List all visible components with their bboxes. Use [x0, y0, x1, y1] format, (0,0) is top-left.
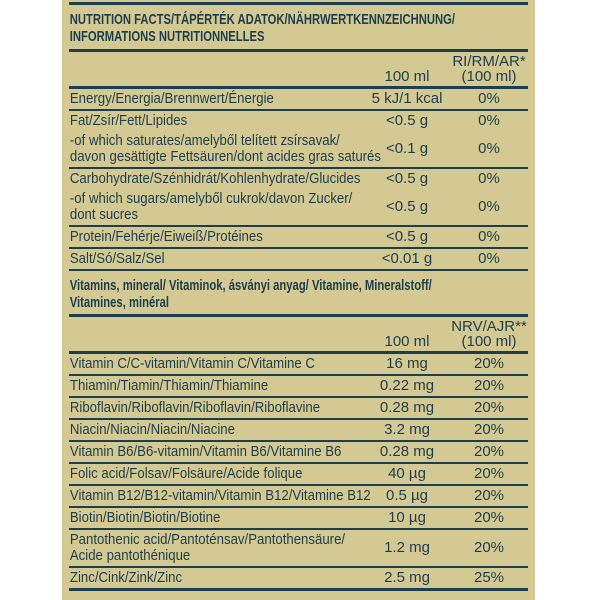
- table-row: Riboflavin/Riboflavin/Riboflavin/Ribofla…: [69, 398, 528, 420]
- vitamins-table: Vitamin C/C-vitamin/Vitamin C/Vitamine C…: [69, 354, 528, 591]
- row-name: Energy/Energia/Brennwert/Énergie: [69, 90, 274, 107]
- table-row: Zinc/Cink/Zink/Zinc 2.5 mg 25%: [69, 568, 528, 591]
- table-row: Thiamin/Tiamin/Thiamin/Thiamine 0.22 mg …: [69, 376, 528, 398]
- table-row: Pantothenic acid/Pantoténsav/Pantothensä…: [69, 530, 528, 568]
- row-name: Biotin/Biotin/Biotin/Biotine: [69, 509, 221, 526]
- row-amount: <0.5 g: [385, 112, 429, 129]
- column-header-reference: RI/RM/AR* (100 ml): [452, 53, 526, 85]
- row-amount: 2.5 mg: [384, 569, 430, 586]
- table-row: -of which saturates/amelyből telített zs…: [69, 131, 528, 169]
- table-row: Vitamin B12/B12-vitamin/Vitamin B12/Vita…: [69, 486, 528, 508]
- row-name: Salt/Só/Salz/Sel: [69, 250, 165, 267]
- row-reference: 20%: [473, 421, 505, 438]
- main-table: Energy/Energia/Brennwert/Énergie 5 kJ/1 …: [69, 89, 528, 271]
- row-name: Vitamin B12/B12-vitamin/Vitamin B12/Vita…: [69, 487, 371, 504]
- table-row: Energy/Energia/Brennwert/Énergie 5 kJ/1 …: [69, 89, 528, 111]
- row-amount: 0.28 mg: [379, 399, 435, 416]
- row-name: Pantothenic acid/Pantoténsav/Pantothensä…: [69, 531, 346, 564]
- row-name: Protein/Fehérje/Eiweiß/Protéines: [69, 228, 263, 245]
- table-row: Salt/Só/Salz/Sel <0.01 g 0%: [69, 249, 528, 271]
- row-amount: 10 µg: [388, 509, 426, 526]
- nutrition-label: NUTRITION FACTS/TÁPÉRTÉK ADATOK/NÄHRWERT…: [62, 0, 535, 600]
- row-amount: 0.28 mg: [379, 443, 435, 460]
- row-name: Fat/Zsír/Fett/Lipides: [69, 112, 188, 129]
- table-row: Protein/Fehérje/Eiweiß/Protéines <0.5 g …: [69, 227, 528, 249]
- row-amount: <0.01 g: [381, 250, 433, 267]
- vitamins-heading-rule: [69, 314, 528, 317]
- column-header-amount: 100 ml: [384, 333, 430, 350]
- row-name: Niacin/Niacin/Niacin/Niacine: [69, 421, 235, 438]
- vitamins-section-heading: Vitamins, mineral/ Vitaminok, ásványi an…: [69, 277, 432, 311]
- table-row: Vitamin B6/B6-vitamin/Vitamin B6/Vitamin…: [69, 442, 528, 464]
- table-row: -of which sugars/amelyből cukrok/davon Z…: [69, 189, 528, 227]
- row-reference: 0%: [478, 90, 500, 107]
- row-reference: 20%: [473, 465, 505, 482]
- main-table-column-headers: 100 ml RI/RM/AR* (100 ml): [69, 52, 528, 86]
- title-rule: [69, 49, 528, 52]
- row-name: -of which saturates/amelyből telített zs…: [69, 132, 382, 165]
- row-name: Folic acid/Folsav/Folsäure/Acide folique: [69, 465, 303, 482]
- row-reference: 0%: [478, 228, 500, 245]
- vitamins-column-headers: 100 ml NRV/AJR** (100 ml): [69, 317, 528, 351]
- row-reference: 0%: [478, 170, 500, 187]
- row-amount: 0.5 µg: [385, 487, 428, 504]
- row-name: Carbohydrate/Szénhidrát/Kohlenhydrate/Gl…: [69, 170, 361, 187]
- table-row: Fat/Zsír/Fett/Lipides <0.5 g 0%: [69, 111, 528, 131]
- main-header-rule: [69, 86, 528, 89]
- row-name: Riboflavin/Riboflavin/Riboflavin/Ribofla…: [69, 399, 321, 416]
- row-amount: 0.22 mg: [379, 377, 435, 394]
- row-reference: 20%: [473, 487, 505, 504]
- row-reference: 0%: [478, 250, 500, 267]
- vitamins-header-rule: [69, 351, 528, 354]
- column-header-amount: 100 ml: [384, 68, 430, 85]
- row-amount: <0.5 g: [385, 228, 429, 245]
- row-amount: 16 mg: [386, 355, 428, 372]
- row-name: Zinc/Cink/Zink/Zinc: [69, 569, 183, 586]
- row-amount: 3.2 mg: [384, 421, 430, 438]
- row-name: -of which sugars/amelyből cukrok/davon Z…: [69, 190, 353, 223]
- row-amount: 40 µg: [388, 465, 426, 482]
- row-reference: 20%: [473, 509, 505, 526]
- row-reference: 25%: [473, 569, 505, 586]
- row-reference: 20%: [473, 355, 505, 372]
- row-amount: <0.5 g: [385, 198, 429, 215]
- table-row: Biotin/Biotin/Biotin/Biotine 10 µg 20%: [69, 508, 528, 530]
- top-rule: [69, 2, 528, 5]
- row-name: Vitamin C/C-vitamin/Vitamin C/Vitamine C: [69, 355, 315, 372]
- row-reference: 20%: [473, 377, 505, 394]
- row-amount: <0.1 g: [385, 140, 429, 157]
- row-reference: 20%: [473, 443, 505, 460]
- label-title: NUTRITION FACTS/TÁPÉRTÉK ADATOK/NÄHRWERT…: [69, 11, 455, 45]
- row-reference: 0%: [478, 112, 500, 129]
- row-name: Vitamin B6/B6-vitamin/Vitamin B6/Vitamin…: [69, 443, 342, 460]
- row-amount: 1.2 mg: [384, 539, 430, 556]
- table-row: Folic acid/Folsav/Folsäure/Acide folique…: [69, 464, 528, 486]
- row-reference: 0%: [478, 198, 500, 215]
- row-amount: 5 kJ/1 kcal: [371, 90, 443, 107]
- row-amount: <0.5 g: [385, 170, 429, 187]
- table-row: Niacin/Niacin/Niacin/Niacine 3.2 mg 20%: [69, 420, 528, 442]
- row-reference: 20%: [473, 399, 505, 416]
- row-reference: 0%: [478, 140, 500, 157]
- table-row: Vitamin C/C-vitamin/Vitamin C/Vitamine C…: [69, 354, 528, 376]
- column-header-reference: NRV/AJR** (100 ml): [451, 318, 527, 350]
- row-reference: 20%: [473, 539, 505, 556]
- row-name: Thiamin/Tiamin/Thiamin/Thiamine: [69, 377, 269, 394]
- table-row: Carbohydrate/Szénhidrát/Kohlenhydrate/Gl…: [69, 169, 528, 189]
